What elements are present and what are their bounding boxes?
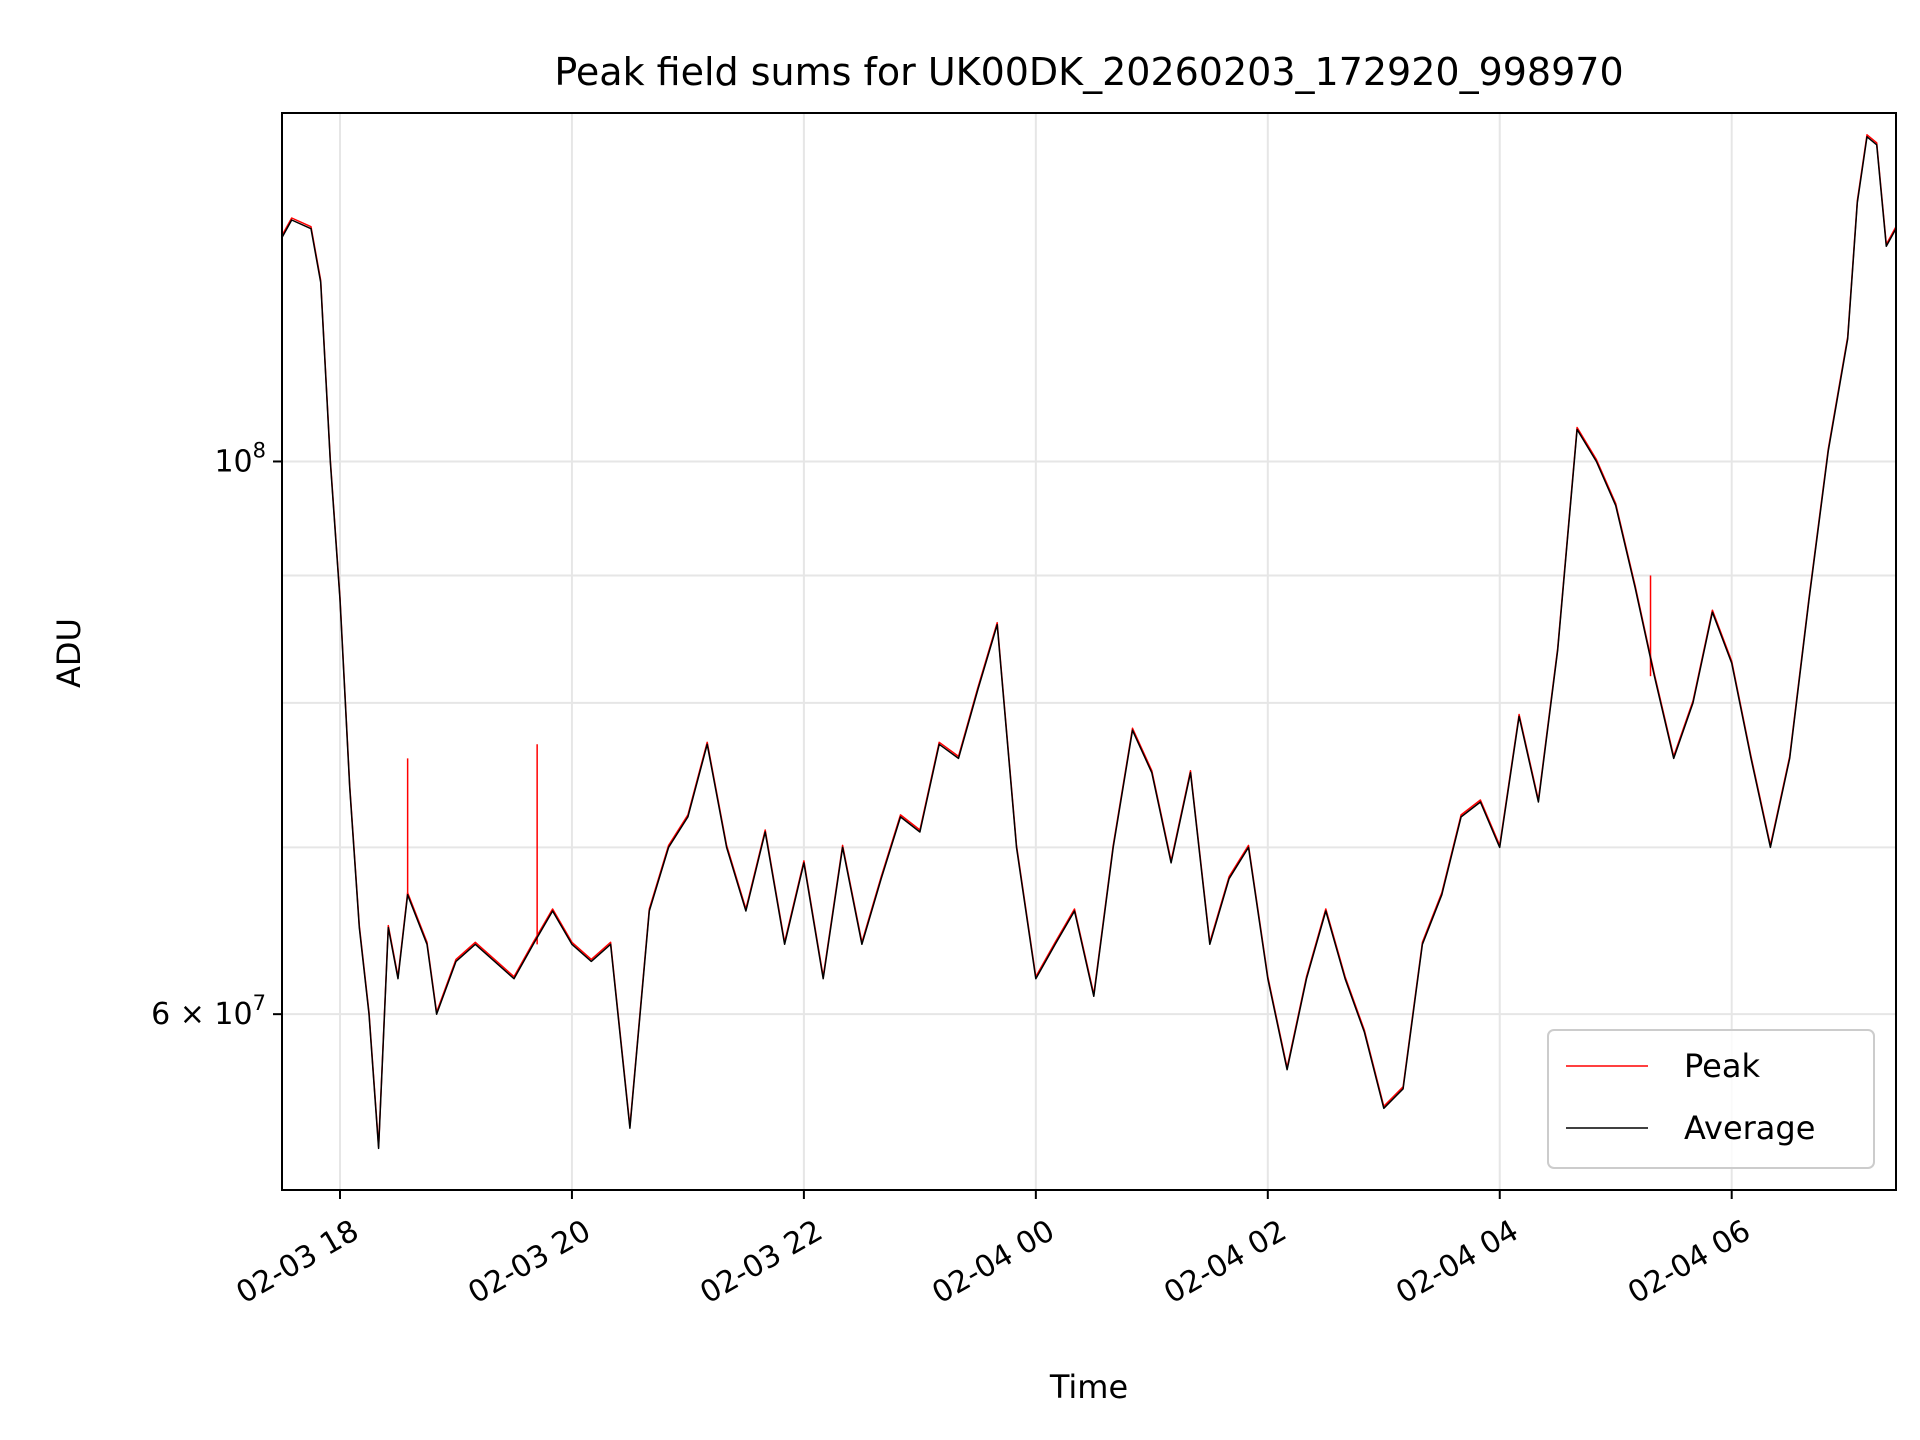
grid-layer	[282, 113, 1896, 1190]
y-axis-ticks: 6 × 107 108	[151, 438, 282, 1032]
legend-peak-label: Peak	[1684, 1047, 1760, 1085]
legend-average-label: Average	[1684, 1109, 1815, 1147]
y-tick-label-1: 108	[214, 438, 266, 479]
plot-frame	[281, 112, 1897, 1191]
x-tick-label-2: 02-03 22	[694, 1213, 828, 1311]
legend: Peak Average	[1547, 1029, 1875, 1169]
x-tick-label-4: 02-04 02	[1158, 1213, 1292, 1311]
series-line-peak	[281, 134, 1897, 1148]
x-axis-label: Time	[1049, 1368, 1128, 1406]
series-layer	[281, 134, 1897, 1150]
chart-title: Peak field sums for UK00DK_20260203_1729…	[554, 50, 1623, 94]
x-tick-label-5: 02-04 04	[1390, 1213, 1524, 1311]
x-axis-ticks: 02-03 18 02-03 20 02-03 22 02-04 00 02-04 02…	[230, 1190, 1756, 1311]
x-tick-label-3: 02-04 00	[926, 1213, 1060, 1311]
x-tick-label-1: 02-03 20	[462, 1213, 596, 1311]
y-tick-label-0: 6 × 107	[151, 991, 266, 1032]
legend-box	[1547, 1029, 1875, 1169]
y-axis-label: ADU	[50, 618, 88, 688]
series-line-average	[281, 136, 1897, 1150]
x-tick-label-6: 02-04 06	[1622, 1213, 1756, 1311]
x-tick-label-0: 02-03 18	[230, 1213, 364, 1311]
